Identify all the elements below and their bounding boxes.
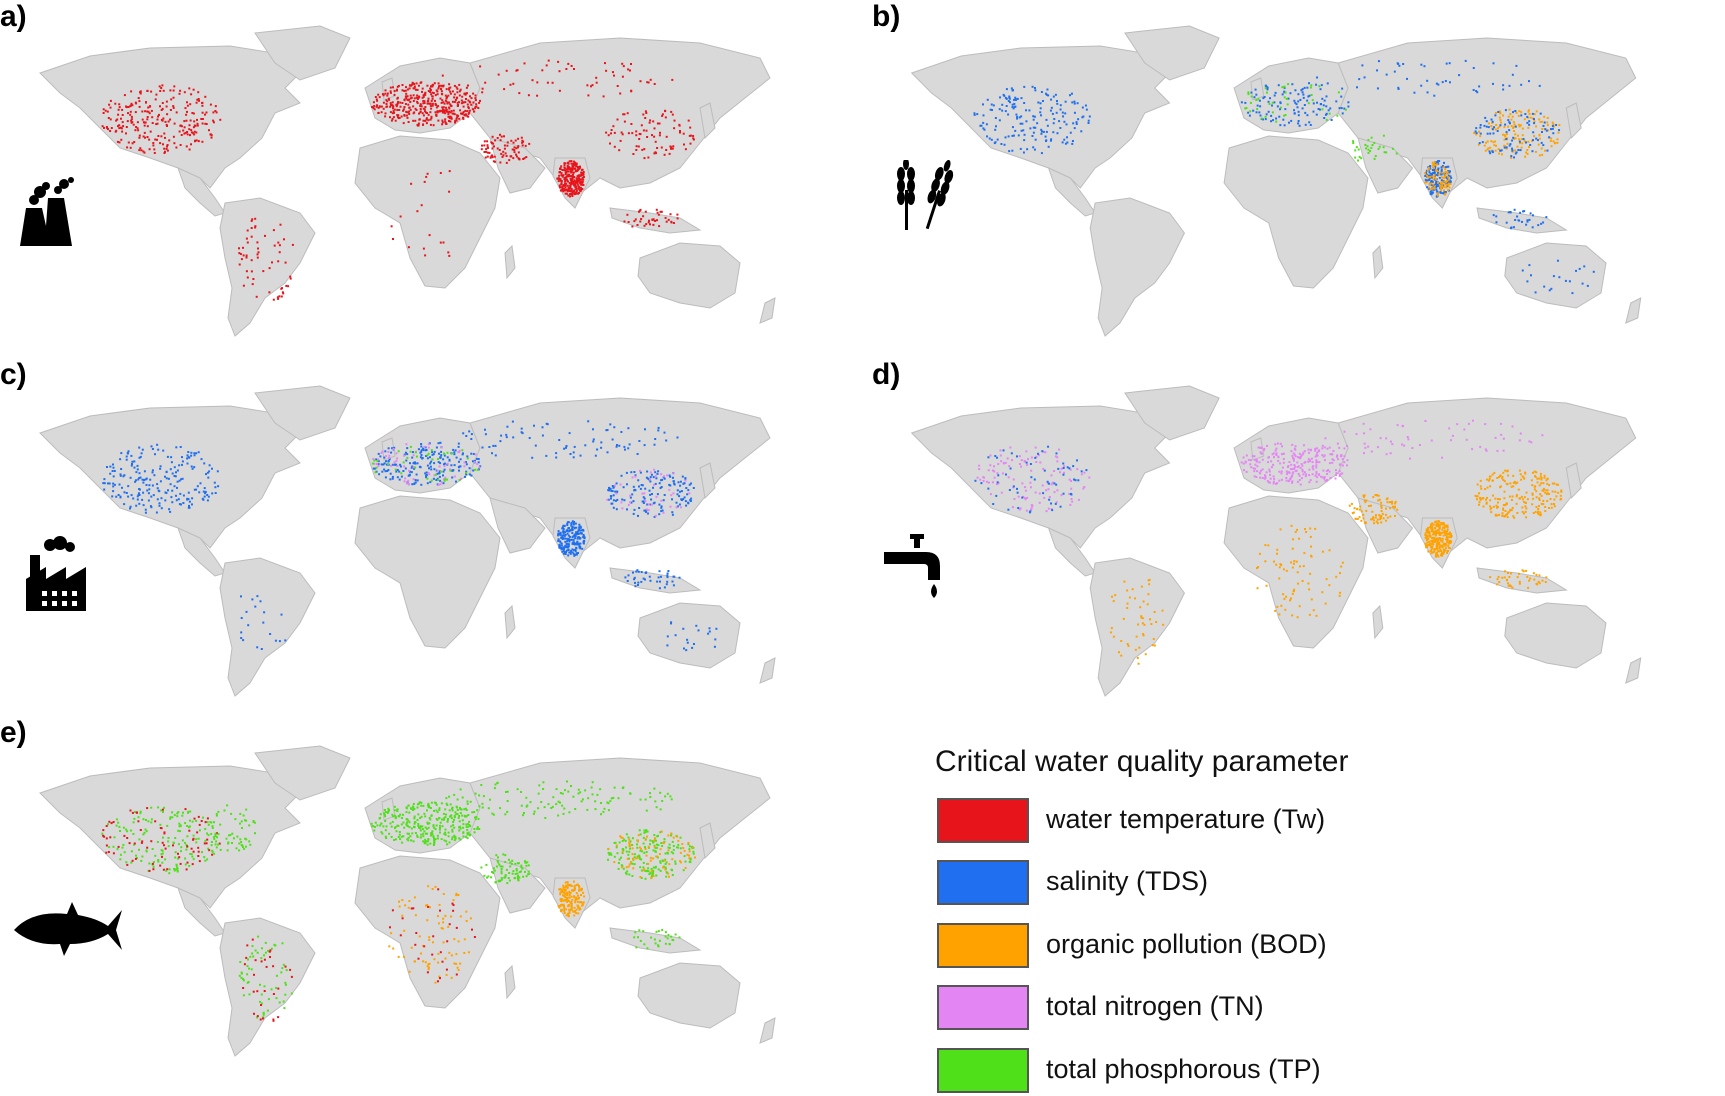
legend-label: salinity (TDS) — [1046, 866, 1208, 897]
water-tap-icon — [882, 530, 952, 605]
legend-label: total nitrogen (TN) — [1046, 991, 1264, 1022]
world-map-d — [872, 378, 1725, 708]
legend-swatch — [937, 985, 1029, 1030]
factory-icon — [22, 535, 92, 618]
fish-icon — [12, 900, 124, 963]
legend-label: organic pollution (BOD) — [1046, 929, 1327, 960]
legend-swatch — [937, 923, 1029, 968]
legend-label: total phosphorous (TP) — [1046, 1054, 1321, 1085]
world-map-a — [0, 18, 860, 348]
world-map-c — [0, 378, 860, 708]
world-map-e — [0, 738, 860, 1068]
world-map-b — [872, 18, 1725, 348]
wheat-icon — [888, 160, 958, 237]
legend-swatch — [937, 1048, 1029, 1093]
legend-label: water temperature (Tw) — [1046, 804, 1325, 835]
legend-title: Critical water quality parameter — [935, 745, 1348, 779]
legend-swatch — [937, 860, 1029, 905]
legend: Critical water quality parameter water t… — [935, 745, 1495, 1085]
legend-swatch — [937, 798, 1029, 843]
power-plant-icon — [16, 168, 86, 253]
